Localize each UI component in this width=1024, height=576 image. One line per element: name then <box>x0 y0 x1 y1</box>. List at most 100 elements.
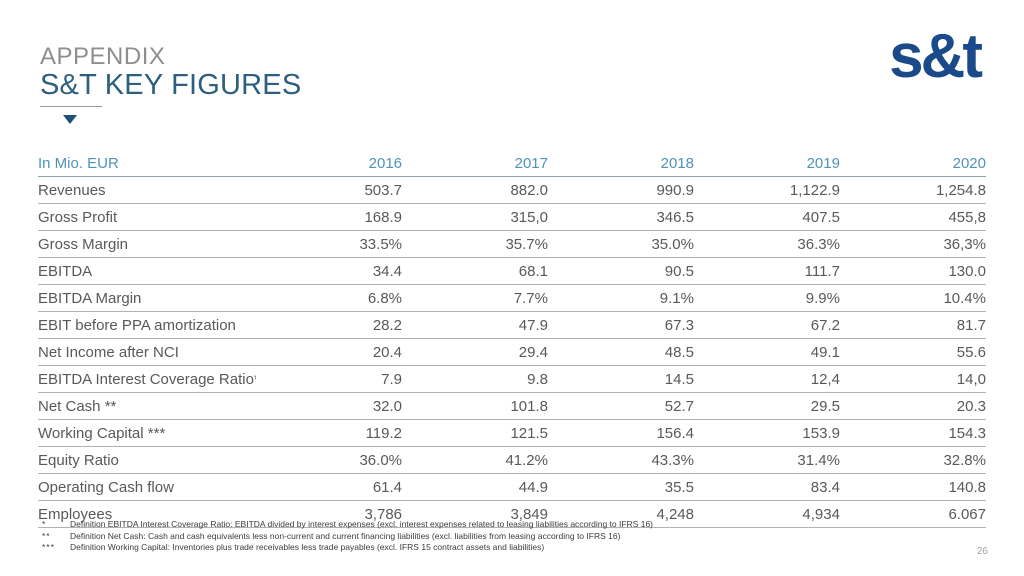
table-header-row: In Mio. EUR 2016 2017 2018 2019 2020 <box>38 150 986 177</box>
table-row: Net Cash ** 32.0 101.8 52.7 29.5 20.3 <box>38 392 986 420</box>
row-value: 47.9 <box>402 311 548 339</box>
row-value: 52.7 <box>548 392 694 420</box>
row-value: 455,8 <box>839 203 986 231</box>
footnote-text: Definition EBITDA Interest Coverage Rati… <box>70 519 654 529</box>
column-header-2019: 2019 <box>693 150 840 177</box>
footnote-text: Definition Net Cash: Cash and cash equiv… <box>70 530 621 541</box>
down-triangle-icon <box>63 115 77 124</box>
row-value: 67.2 <box>693 311 840 339</box>
row-label: Gross Margin <box>38 230 257 258</box>
row-value: 153.9 <box>693 419 840 447</box>
table-row: EBITDA Interest Coverage Ratio* 7.9 9.8 14.… <box>38 365 986 393</box>
row-value: 44.9 <box>402 473 548 501</box>
row-value: 28.2 <box>256 311 403 339</box>
row-label: Gross Profit <box>38 203 257 231</box>
table-row: EBIT before PPA amortization 28.2 47.9 67.3… <box>38 311 986 339</box>
row-value: 20.4 <box>256 338 403 366</box>
footnotes: * Definition EBITDA Interest Coverage Rat… <box>42 519 653 554</box>
row-value: 10.4% <box>839 284 986 312</box>
row-value: 346.5 <box>548 203 694 231</box>
snt-logo: s&t <box>889 22 983 91</box>
row-value: 407.5 <box>693 203 840 231</box>
row-value: 156.4 <box>548 419 694 447</box>
row-value: 4,934 <box>693 500 840 528</box>
row-value: 315,0 <box>402 203 548 231</box>
row-value: 36.3% <box>693 230 840 258</box>
footnote-marker: *** <box>42 542 55 552</box>
row-value: 20.3 <box>839 392 986 420</box>
table-body: Revenues 503.7 882.0 990.9 1,122.9 1,254.8 Gro… <box>38 176 986 528</box>
row-label: Employees <box>38 500 257 528</box>
row-value: 1,254.8 <box>839 176 986 204</box>
row-value: 14.5 <box>548 365 694 393</box>
row-value: 48.5 <box>548 338 694 366</box>
row-value: 33.5% <box>256 230 403 258</box>
row-value: 9.9% <box>693 284 840 312</box>
row-value: 9.8 <box>402 365 548 393</box>
footnote-line: *** Definition Working Capital: Inventori… <box>42 542 653 554</box>
footnote-text: Definition Working Capital: Inventories … <box>70 542 545 552</box>
page-number: 26 <box>976 546 988 557</box>
footnote-marker: * <box>42 519 47 529</box>
column-header-2018: 2018 <box>548 150 694 177</box>
row-value: 12,4 <box>693 365 840 393</box>
column-header-2020: 2020 <box>839 150 986 177</box>
row-value: 32.8% <box>839 446 986 474</box>
table-row: Working Capital *** 119.2 121.5 156.4 153.9 1… <box>38 419 986 447</box>
row-value: 35.7% <box>402 230 548 258</box>
row-value: 9.1% <box>548 284 694 312</box>
row-value: 121.5 <box>402 419 548 447</box>
row-value: 34.4 <box>256 257 403 285</box>
row-value: 4,248 <box>548 500 694 528</box>
row-label: EBIT before PPA amortization <box>38 311 257 339</box>
row-value: 990.9 <box>548 176 694 204</box>
row-value: 32.0 <box>256 392 403 420</box>
column-header-unit: In Mio. EUR <box>38 150 257 177</box>
row-value: 7.9 <box>256 365 403 393</box>
row-value: 6.8% <box>256 284 403 312</box>
row-value: 43.3% <box>548 446 694 474</box>
row-value: 111.7 <box>693 257 840 285</box>
row-value: 61.4 <box>256 473 403 501</box>
row-value: 7.7% <box>402 284 548 312</box>
row-value: 154.3 <box>839 419 986 447</box>
title-divider <box>40 106 102 107</box>
row-label: Revenues <box>38 176 257 204</box>
column-header-2017: 2017 <box>402 150 548 177</box>
table-row: Gross Profit 168.9 315,0 346.5 407.5 455,8 <box>38 203 986 231</box>
table-row: EBITDA Margin 6.8% 7.7% 9.1% 9.9% 10.4% <box>38 284 986 312</box>
row-value: 130.0 <box>839 257 986 285</box>
row-value: 14,0 <box>839 365 986 393</box>
row-label: Net Cash ** <box>38 392 257 420</box>
table-row: Equity Ratio 36.0% 41.2% 43.3% 31.4% 32.8% <box>38 446 986 474</box>
row-value: 68.1 <box>402 257 548 285</box>
footnote-line: ** Definition Net Cash: Cash and cash equ… <box>42 531 653 543</box>
row-value: 6.067 <box>839 500 986 528</box>
row-label: EBITDA Interest Coverage Ratio* <box>38 365 257 393</box>
row-value: 31.4% <box>693 446 840 474</box>
row-value: 35.0% <box>548 230 694 258</box>
table-row: Revenues 503.7 882.0 990.9 1,122.9 1,254.8 <box>38 176 986 204</box>
row-value: 168.9 <box>256 203 403 231</box>
row-value: 29.5 <box>693 392 840 420</box>
table-row: Net Income after NCI 20.4 29.4 48.5 49.1 55.6 <box>38 338 986 366</box>
row-label: EBITDA Margin <box>38 284 257 312</box>
row-value: 29.4 <box>402 338 548 366</box>
table-row: EBITDA 34.4 68.1 90.5 111.7 130.0 <box>38 257 986 285</box>
footnote-marker: ** <box>42 530 51 541</box>
row-value: 101.8 <box>402 392 548 420</box>
row-value: 503.7 <box>256 176 403 204</box>
row-label: Operating Cash flow <box>38 473 257 501</box>
row-value: 83.4 <box>693 473 840 501</box>
footnote-line: * Definition EBITDA Interest Coverage Rat… <box>42 519 653 531</box>
table-row: Employees 3,786 3,849 4,248 4,934 6.067 <box>38 500 986 528</box>
row-value: 55.6 <box>839 338 986 366</box>
row-value: 81.7 <box>839 311 986 339</box>
row-value: 35.5 <box>548 473 694 501</box>
row-value: 3,849 <box>402 500 548 528</box>
row-value: 90.5 <box>548 257 694 285</box>
row-value: 119.2 <box>256 419 403 447</box>
slide-pretitle: APPENDIX <box>40 43 166 70</box>
row-value: 140.8 <box>839 473 986 501</box>
